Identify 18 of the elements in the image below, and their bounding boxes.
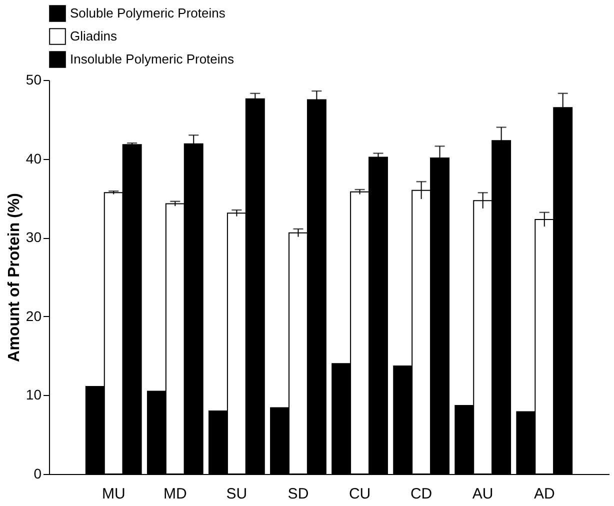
y-tick-label: 10 [26, 386, 42, 403]
legend-label: Soluble Polymeric Proteins [70, 6, 226, 20]
x-tick-label: AD [534, 486, 555, 502]
y-tick-label: 0 [34, 466, 42, 482]
x-tick-label: AU [472, 486, 494, 502]
x-tick-label: MU [102, 486, 126, 502]
y-tick-label: 30 [26, 229, 42, 246]
x-tick-label: SU [226, 486, 248, 502]
y-axis-title: Amount of Protein (%) [6, 193, 23, 362]
x-tick-label: MD [163, 486, 187, 502]
y-tick-label: 40 [26, 150, 42, 166]
x-tick-label: CD [410, 486, 432, 502]
legend-label: Insoluble Polymeric Proteins [70, 52, 235, 66]
y-tick-label: 50 [26, 72, 42, 88]
y-tick-label: 20 [26, 308, 42, 324]
x-tick-label: CU [348, 486, 371, 502]
x-tick-label: SD [288, 486, 309, 502]
legend-label: Gliadins [70, 28, 118, 44]
